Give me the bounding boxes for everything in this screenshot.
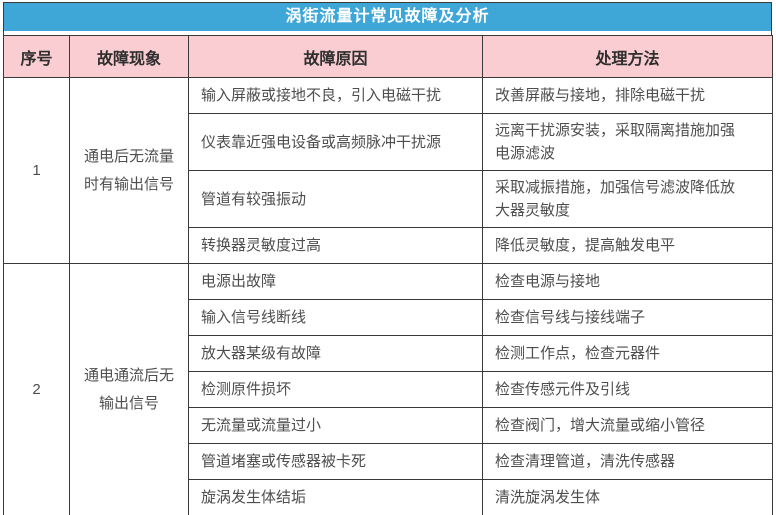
table-row: 2 通电通流后无输出信号 电源出故障 检查电源与接地 bbox=[3, 263, 773, 515]
table-row: 放大器某级有故障 检测工作点，检查元器件 bbox=[4, 335, 773, 372]
method-cell: 清洗旋涡发生体 bbox=[482, 479, 773, 515]
cause-cell: 转换器灵敏度过高 bbox=[188, 227, 483, 264]
phenomenon-cell: 通电后无流量时有输出信号 bbox=[69, 77, 189, 264]
method-cell: 检查传感元件及引线 bbox=[482, 371, 773, 408]
method-cell: 改善屏蔽与接地，排除电磁干扰 bbox=[482, 77, 773, 114]
method-cell: 降低灵敏度，提高触发电平 bbox=[482, 227, 773, 264]
table-row: 旋涡发生体结垢 清洗旋涡发生体 bbox=[4, 479, 773, 515]
cause-cell: 输入信号线断线 bbox=[188, 299, 483, 336]
col-header-phenomenon: 故障现象 bbox=[69, 35, 189, 78]
method-cell: 远离干扰源安装，采取隔离措施加强电源滤波 bbox=[482, 113, 773, 171]
cause-cell: 放大器某级有故障 bbox=[188, 335, 483, 372]
col-header-serial: 序号 bbox=[3, 35, 70, 78]
table-row: 1 通电后无流量时有输出信号 输入屏蔽或接地不良，引入电磁干扰 改善屏蔽与接地，排除电… bbox=[3, 77, 773, 264]
table-row: 管道堵塞或传感器被卡死 检查清理管道，清洗传感器 bbox=[4, 443, 773, 480]
cause-cell: 无流量或流量过小 bbox=[188, 407, 483, 444]
table-row: 无流量或流量过小 检查阀门，增大流量或缩小管径 bbox=[4, 407, 773, 444]
table-row: 输入信号线断线 检查信号线与接线端子 bbox=[4, 299, 773, 336]
col-header-cause: 故障原因 bbox=[188, 35, 483, 78]
fault-analysis-table: 序号 故障现象 故障原因 处理方法 1 通电后无流量时有输出信号 输入屏蔽或接地不良… bbox=[3, 35, 773, 515]
cause-cell: 输入屏蔽或接地不良，引入电磁干扰 bbox=[188, 77, 483, 114]
table-row: 检测原件损坏 检查传感元件及引线 bbox=[4, 371, 773, 408]
serial-number-cell: 2 bbox=[3, 263, 70, 515]
method-cell: 检查阀门，增大流量或缩小管径 bbox=[482, 407, 773, 444]
cause-cell: 检测原件损坏 bbox=[188, 371, 483, 408]
phenomenon-cell: 通电通流后无输出信号 bbox=[69, 263, 189, 515]
table-body: 1 通电后无流量时有输出信号 输入屏蔽或接地不良，引入电磁干扰 改善屏蔽与接地，排除电… bbox=[3, 77, 773, 515]
col-header-method: 处理方法 bbox=[482, 35, 773, 78]
table-title: 涡街流量计常见故障及分析 bbox=[285, 8, 490, 25]
method-cell: 检查电源与接地 bbox=[482, 263, 773, 300]
serial-number-cell: 1 bbox=[3, 77, 70, 264]
cause-cell: 电源出故障 bbox=[188, 263, 483, 300]
table-title-bar: 涡街流量计常见故障及分析 bbox=[3, 2, 772, 31]
method-cell: 采取减振措施，加强信号滤波降低放大器灵敏度 bbox=[482, 170, 773, 228]
cause-cell: 管道堵塞或传感器被卡死 bbox=[188, 443, 483, 480]
cause-cell: 管道有较强振动 bbox=[188, 170, 483, 228]
method-cell: 检查信号线与接线端子 bbox=[482, 299, 773, 336]
header-row: 序号 故障现象 故障原因 处理方法 bbox=[3, 35, 773, 78]
method-cell: 检查清理管道，清洗传感器 bbox=[482, 443, 773, 480]
method-cell: 检测工作点，检查元器件 bbox=[482, 335, 773, 372]
cause-cell: 仪表靠近强电设备或高频脉冲干扰源 bbox=[188, 113, 483, 171]
title-gap bbox=[3, 31, 772, 35]
table-row: 转换器灵敏度过高 降低灵敏度，提高触发电平 bbox=[4, 227, 773, 264]
fault-table: 涡街流量计常见故障及分析 序号 故障现象 故障原因 处理方法 1 通电后无流量时有… bbox=[3, 2, 773, 515]
cause-cell: 旋涡发生体结垢 bbox=[188, 479, 483, 515]
